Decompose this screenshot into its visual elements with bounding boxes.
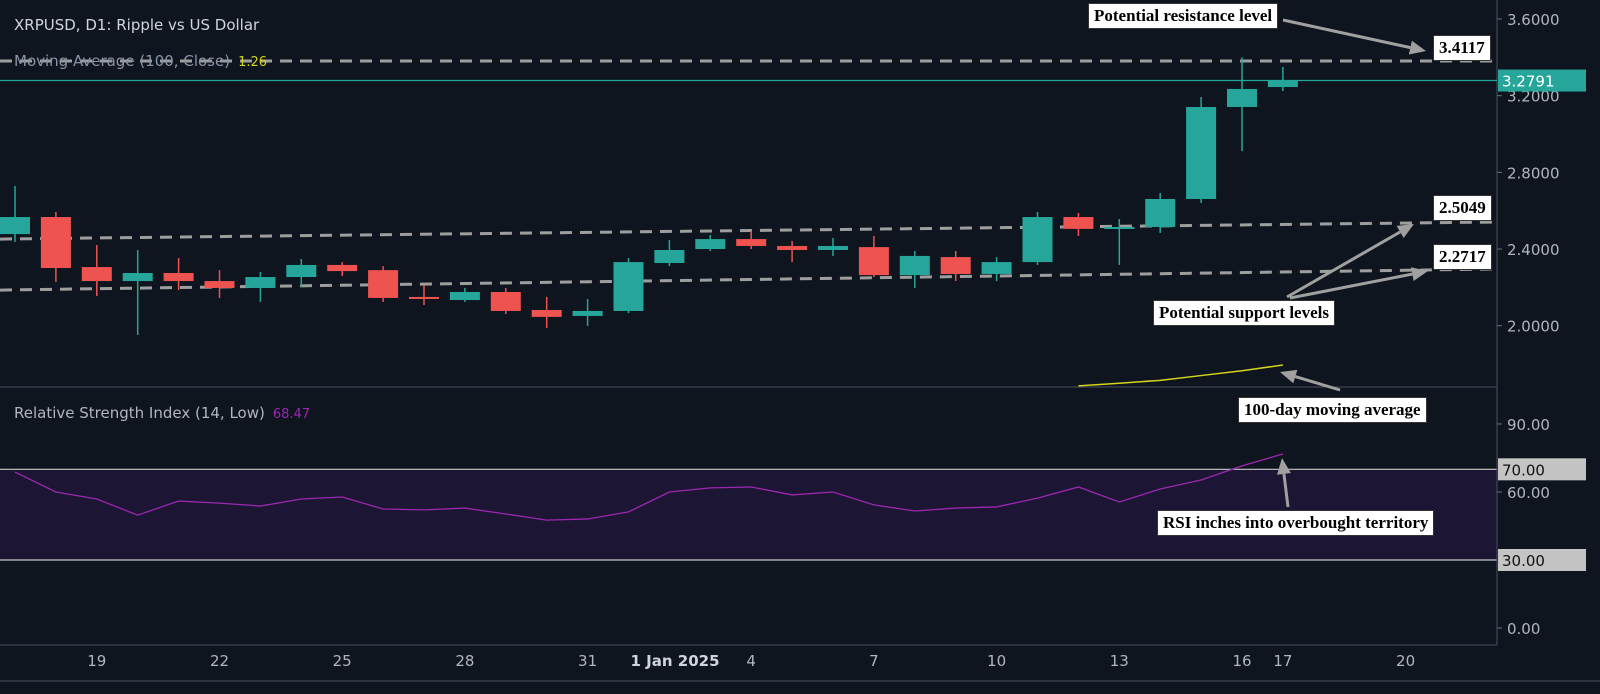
annotation-arrow: [1294, 375, 1341, 392]
candle-body: [695, 239, 726, 250]
candle-body: [81, 267, 112, 282]
last-price-label-bg: [1498, 69, 1586, 92]
level-line-support-upper: [0, 220, 1498, 241]
time-tick-label: 20: [1396, 652, 1415, 670]
rsi-legend[interactable]: Relative Strength Index (14, Low) 68.47: [14, 404, 310, 422]
candle-body: [1267, 80, 1298, 88]
last-price-label: 3.2791: [1502, 73, 1555, 91]
candle-body: [1145, 199, 1176, 227]
label-support-lower: 2.2717: [1433, 244, 1492, 270]
arrow-head-icon: [1396, 224, 1414, 239]
annotation-support: Potential support levels: [1153, 300, 1335, 326]
annotation-arrow: [1282, 18, 1411, 50]
candle-body: [818, 245, 848, 250]
time-tick-label: 4: [746, 652, 756, 670]
arrow-head-icon: [1410, 267, 1428, 281]
time-tick-label: 13: [1110, 652, 1129, 670]
annotation-arrow: [1286, 230, 1401, 299]
ma-legend-label: Moving Average (100, Close): [14, 52, 231, 70]
candle-body: [122, 273, 153, 282]
candle-body: [1227, 88, 1257, 107]
time-tick-label: 17: [1273, 652, 1292, 670]
time-tick-label: 16: [1232, 652, 1251, 670]
time-tick-label: 1 Jan 2025: [631, 652, 720, 670]
annotation-ma: 100-day moving average: [1238, 397, 1427, 423]
time-tick-label: 10: [987, 652, 1006, 670]
rsi-legend-value: 68.47: [272, 407, 311, 422]
ma-legend[interactable]: Moving Average (100, Close) 1.26: [14, 52, 267, 70]
candle-body: [1063, 217, 1094, 229]
annotation-rsi: RSI inches into overbought territory: [1157, 510, 1435, 536]
candle-body: [858, 247, 889, 276]
candle-body: [449, 291, 480, 301]
candle-body: [613, 262, 644, 311]
candle-body: [0, 217, 30, 235]
price-tick-label: 3.2000: [1507, 88, 1560, 106]
time-tick-label: 7: [869, 652, 879, 670]
ma-legend-value: 1.26: [238, 55, 268, 70]
candle-body: [572, 310, 603, 316]
price-tick-label: 3.6000: [1507, 11, 1560, 29]
rsi-band-label: 30.00: [1502, 552, 1545, 570]
candle-body: [1104, 226, 1135, 229]
candle-body: [899, 255, 930, 276]
candle-body: [286, 264, 317, 278]
arrow-head-icon: [1276, 458, 1291, 475]
candle-body: [1186, 106, 1217, 200]
candle-body: [490, 291, 521, 311]
annotation-resistance: Potential resistance level: [1088, 3, 1279, 29]
price-tick-label: 2.0000: [1507, 318, 1560, 336]
arrow-head-icon: [1408, 40, 1426, 55]
candle-body: [327, 264, 358, 272]
annotation-arrow: [1282, 473, 1290, 508]
rsi-band-label-bg: [1498, 458, 1586, 481]
annotation-arrow: [1289, 272, 1413, 300]
time-tick-label: 31: [578, 652, 597, 670]
candle-body: [204, 281, 235, 288]
label-support-upper: 2.5049: [1433, 195, 1492, 221]
candle-body: [981, 262, 1012, 274]
time-tick-label: 28: [455, 652, 474, 670]
time-tick-label: 22: [210, 652, 229, 670]
candle-body: [245, 277, 276, 288]
rsi-band-label-bg: [1498, 548, 1586, 571]
symbol-title: XRPUSD, D1: Ripple vs US Dollar: [14, 16, 260, 34]
candle-body: [409, 296, 439, 299]
rsi-tick-label: 0.00: [1507, 620, 1540, 638]
candle-body: [40, 217, 71, 269]
rsi-legend-label: Relative Strength Index (14, Low): [14, 404, 265, 422]
time-tick-label: 19: [87, 652, 106, 670]
candle-body: [736, 239, 767, 246]
price-tick-label: 2.4000: [1507, 241, 1560, 259]
rsi-tick-label: 90.00: [1507, 416, 1550, 434]
time-tick-label: 25: [333, 652, 352, 670]
price-tick-label: 2.8000: [1507, 164, 1560, 182]
label-resistance-level: 3.4117: [1433, 35, 1491, 61]
candle-body: [368, 270, 399, 298]
chart-title: XRPUSD, D1: Ripple vs US Dollar: [14, 16, 259, 34]
candle-body: [163, 273, 194, 282]
candle-body: [1022, 217, 1053, 263]
candle-body: [777, 245, 808, 250]
rsi-band-label: 70.00: [1502, 461, 1545, 479]
candle-body: [940, 257, 971, 274]
candle-body: [531, 310, 562, 317]
moving-average-line: [1078, 364, 1284, 387]
candle-body: [654, 249, 685, 264]
rsi-tick-label: 60.00: [1507, 484, 1550, 502]
rsi-line: [14, 453, 1284, 521]
arrow-head-icon: [1280, 369, 1298, 384]
